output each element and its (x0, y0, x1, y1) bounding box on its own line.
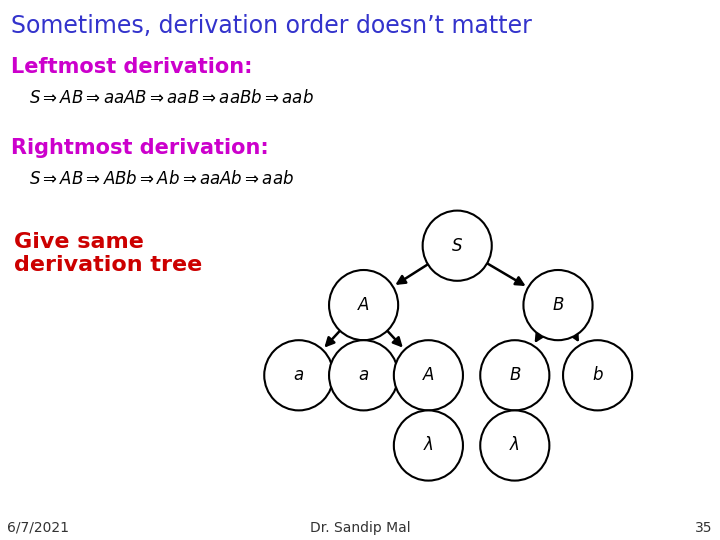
Text: $λ$: $λ$ (509, 436, 521, 455)
Text: $B$: $B$ (508, 366, 521, 384)
Text: Give same
derivation tree: Give same derivation tree (14, 232, 202, 275)
Ellipse shape (329, 270, 398, 340)
Text: $S \Rightarrow AB \Rightarrow aaAB \Rightarrow aaB \Rightarrow aaBb \Rightarrow : $S \Rightarrow AB \Rightarrow aaAB \Righ… (29, 89, 314, 107)
Ellipse shape (329, 340, 398, 410)
Text: Sometimes, derivation order doesn’t matter: Sometimes, derivation order doesn’t matt… (11, 14, 531, 37)
Text: Leftmost derivation:: Leftmost derivation: (11, 57, 252, 77)
Text: $a$: $a$ (358, 366, 369, 384)
Text: Rightmost derivation:: Rightmost derivation: (11, 138, 269, 158)
Text: 6/7/2021: 6/7/2021 (7, 521, 69, 535)
Text: $S$: $S$ (451, 237, 463, 255)
Text: Dr. Sandip Mal: Dr. Sandip Mal (310, 521, 410, 535)
Text: $A$: $A$ (357, 296, 370, 314)
Text: $a$: $a$ (293, 366, 305, 384)
Ellipse shape (264, 340, 333, 410)
Ellipse shape (394, 340, 463, 410)
Text: $b$: $b$ (592, 366, 603, 384)
Ellipse shape (523, 270, 593, 340)
Text: $S \Rightarrow AB \Rightarrow ABb \Rightarrow Ab \Rightarrow aaAb \Rightarrow aa: $S \Rightarrow AB \Rightarrow ABb \Right… (29, 170, 294, 188)
Ellipse shape (480, 340, 549, 410)
Ellipse shape (394, 410, 463, 481)
Text: $A$: $A$ (422, 366, 435, 384)
Text: 35: 35 (696, 521, 713, 535)
Text: $B$: $B$ (552, 296, 564, 314)
Ellipse shape (480, 410, 549, 481)
Ellipse shape (563, 340, 632, 410)
Ellipse shape (423, 211, 492, 281)
Text: $λ$: $λ$ (423, 436, 434, 455)
